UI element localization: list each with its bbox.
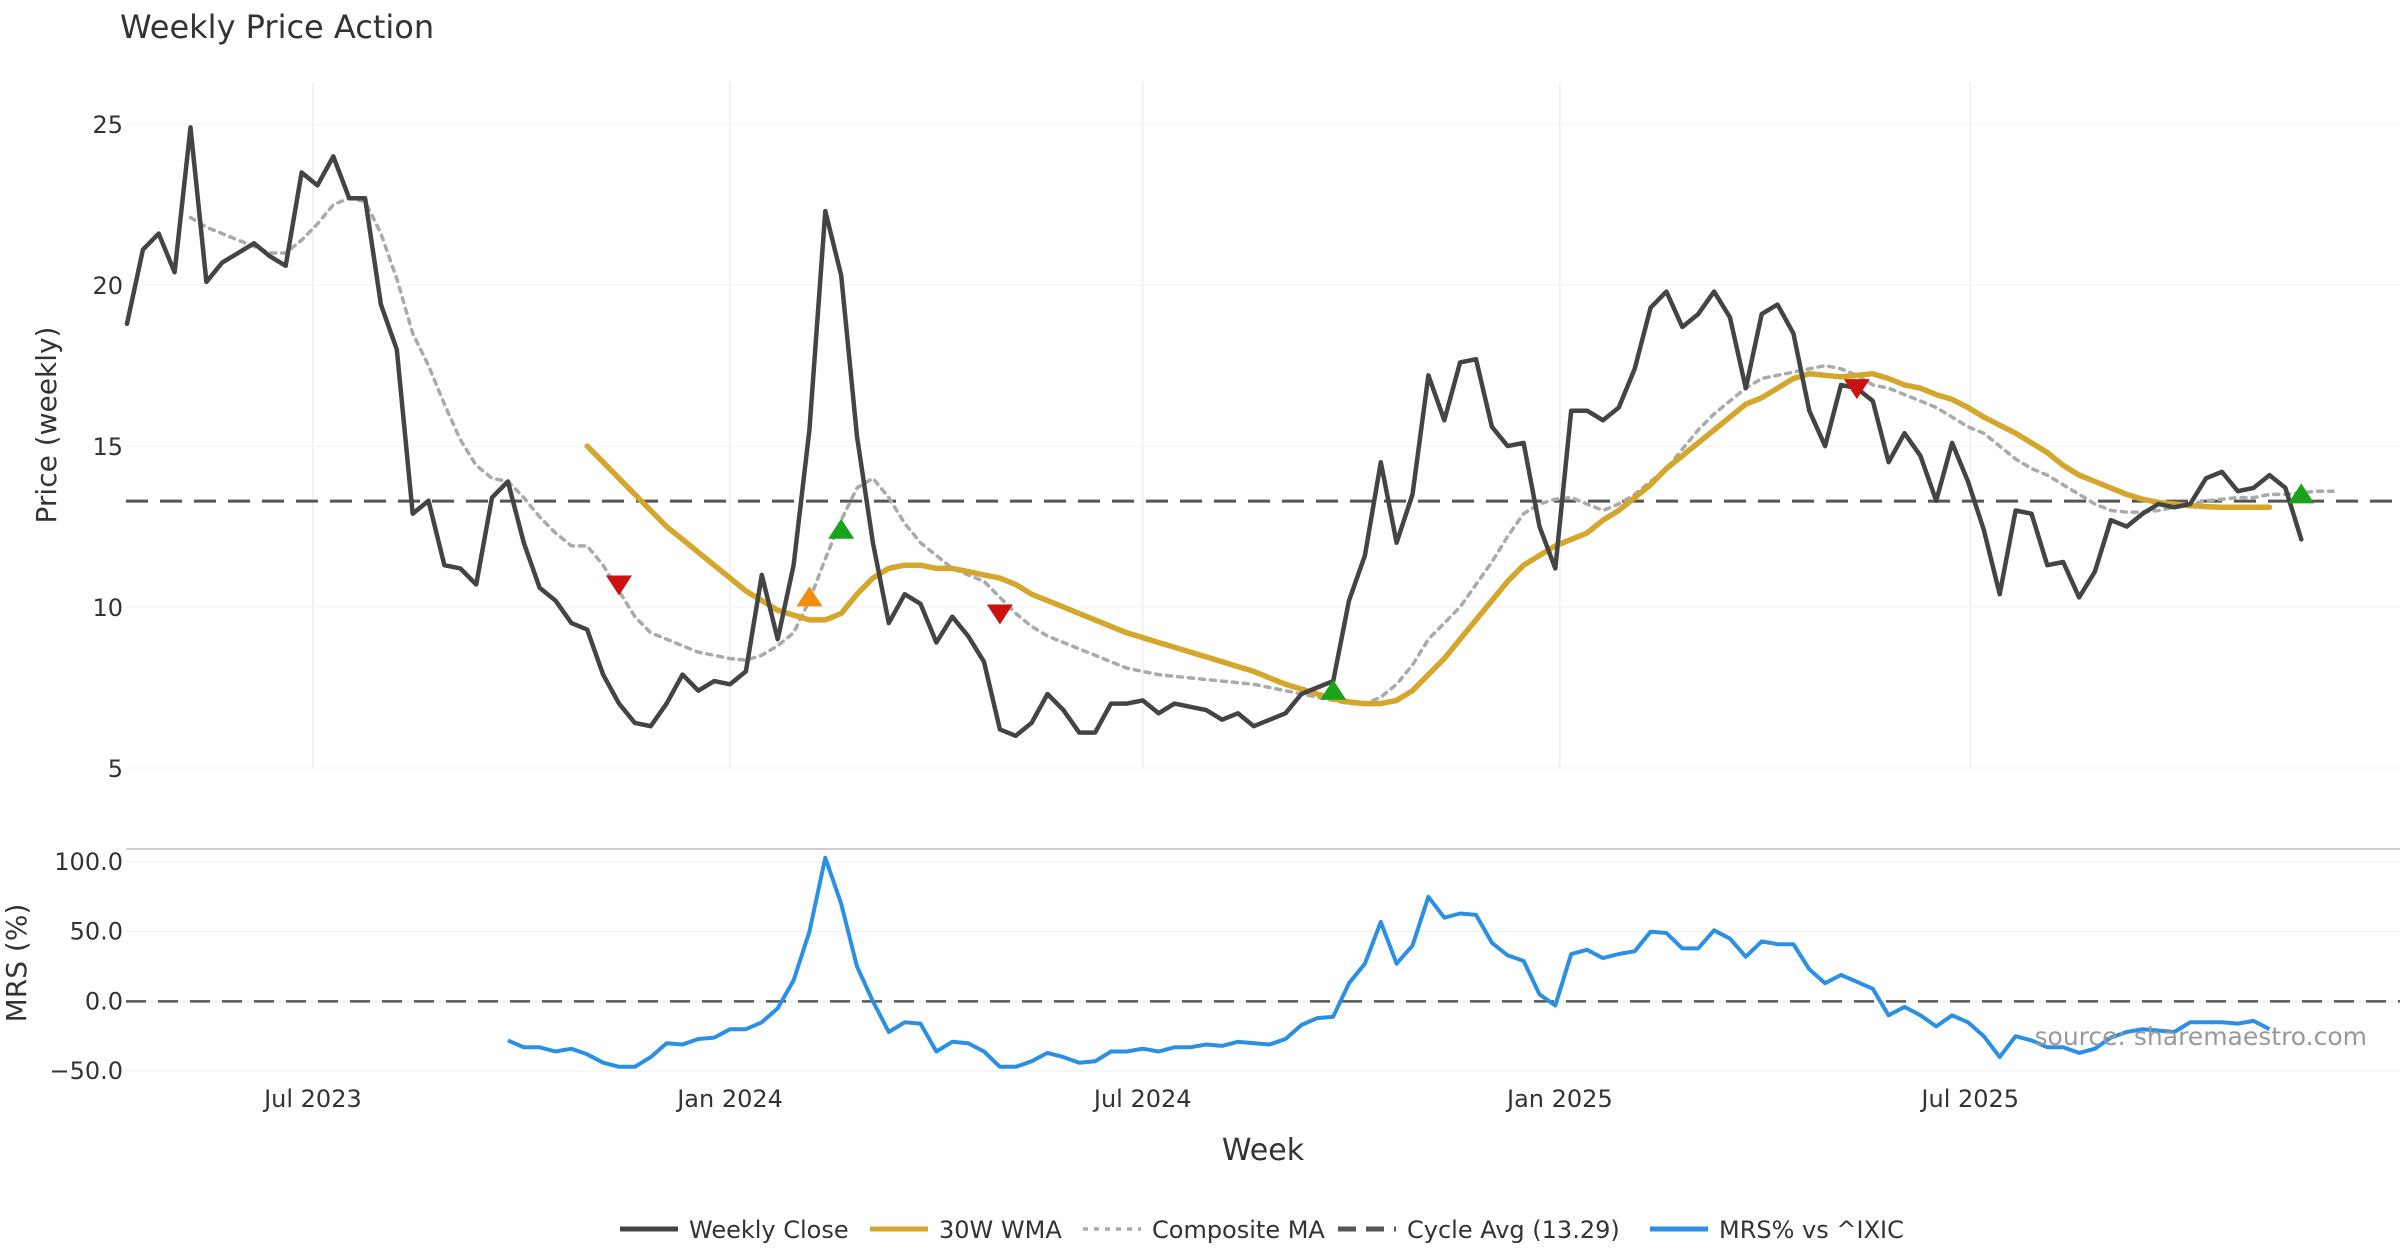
mrs-series-group: [507, 855, 2271, 1069]
legend-label: Weekly Close: [689, 1216, 849, 1244]
x-tick-label: Jul 2024: [1092, 1085, 1192, 1113]
signal-markers: [605, 379, 2315, 700]
price-y-tick-label: 25: [92, 111, 123, 139]
mrs-y-tick-label: 50.0: [70, 918, 123, 946]
buy-signal-marker: [828, 518, 855, 539]
mrs-y-tick-label: −50.0: [49, 1057, 123, 1085]
mrs-y-axis-label: MRS (%): [0, 904, 33, 1023]
wma-30w-line: [584, 370, 2273, 707]
buy-signal-marker: [796, 586, 823, 607]
weekly-close-line: [124, 125, 2304, 739]
price-y-axis: 5 10 15 20 25: [92, 111, 123, 783]
mrs-y-tick-label: 100.0: [54, 848, 123, 876]
chart-legend: Weekly Close 30W WMA Composite MA Cycle Avg…: [620, 1216, 1904, 1244]
x-axis-label: Week: [1222, 1133, 1305, 1168]
price-panel-grid: [126, 82, 2400, 769]
x-tick-label: Jul 2023: [262, 1085, 362, 1113]
buy-signal-marker: [2288, 483, 2315, 504]
chart-title: Weekly Price Action: [120, 8, 434, 46]
legend-label: 30W WMA: [939, 1216, 1062, 1244]
price-series-group: [124, 125, 2335, 739]
composite-ma-line: [188, 196, 2335, 706]
mrs-y-tick-label: 0.0: [85, 987, 123, 1015]
sell-signal-marker: [986, 604, 1013, 625]
buy-signal-marker: [1320, 679, 1347, 700]
x-tick-label: Jan 2024: [675, 1085, 783, 1113]
price-y-axis-label: Price (weekly): [30, 327, 63, 524]
legend-label: MRS% vs ^IXIC: [1719, 1216, 1904, 1244]
mrs-line: [507, 855, 2271, 1069]
sell-signal-marker: [605, 575, 632, 596]
source-watermark: source: sharemaestro.com: [2035, 1022, 2368, 1051]
x-tick-label: Jan 2025: [1505, 1085, 1613, 1113]
price-y-tick-label: 20: [92, 272, 123, 300]
price-y-tick-label: 15: [92, 433, 123, 461]
legend-label: Cycle Avg (13.29): [1407, 1216, 1620, 1244]
x-axis: Jul 2023 Jan 2024 Jul 2024 Jan 2025 Jul 2025: [262, 1085, 2019, 1113]
x-tick-label: Jul 2025: [1919, 1085, 2019, 1113]
mrs-y-axis: −50.0 0.0 50.0 100.0: [49, 848, 123, 1085]
legend-label: Composite MA: [1152, 1216, 1325, 1244]
price-y-tick-label: 5: [108, 755, 123, 783]
price-y-tick-label: 10: [92, 594, 123, 622]
sell-signal-marker: [1843, 379, 1870, 400]
